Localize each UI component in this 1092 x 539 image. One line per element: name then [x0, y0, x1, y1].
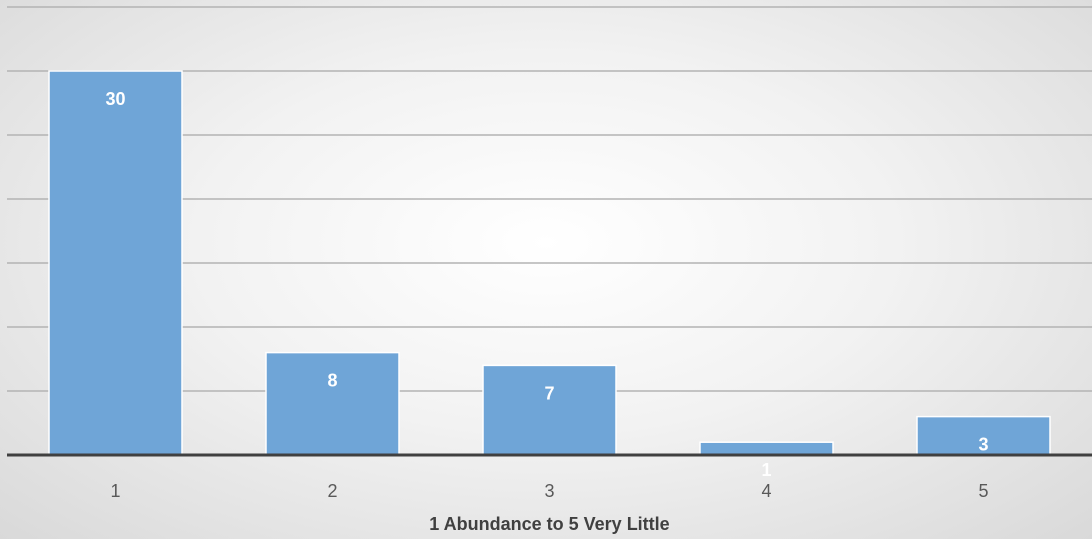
gridlines	[7, 6, 1092, 392]
x-tick-label-3: 3	[544, 481, 554, 501]
bar-2	[265, 351, 400, 456]
bar-1	[48, 70, 183, 456]
bar-3	[482, 364, 617, 456]
x-tick-label-1: 1	[110, 481, 120, 501]
x-tick-label-2: 2	[327, 481, 337, 501]
data-label-5: 3	[978, 435, 988, 455]
x-tick-label-4: 4	[761, 481, 771, 501]
data-label-2: 8	[327, 371, 337, 391]
data-label-1: 30	[105, 89, 125, 109]
x-tick-labels: 1 2 3 4 5	[110, 481, 988, 501]
x-tick-label-5: 5	[978, 481, 988, 501]
x-axis-title: 1 Abundance to 5 Very Little	[429, 514, 669, 534]
data-label-4: 1	[761, 460, 771, 480]
data-label-3: 7	[544, 383, 554, 403]
bar-5	[916, 415, 1051, 456]
bar-4	[699, 441, 834, 456]
data-labels: 30 8 7 1 3	[105, 89, 988, 480]
